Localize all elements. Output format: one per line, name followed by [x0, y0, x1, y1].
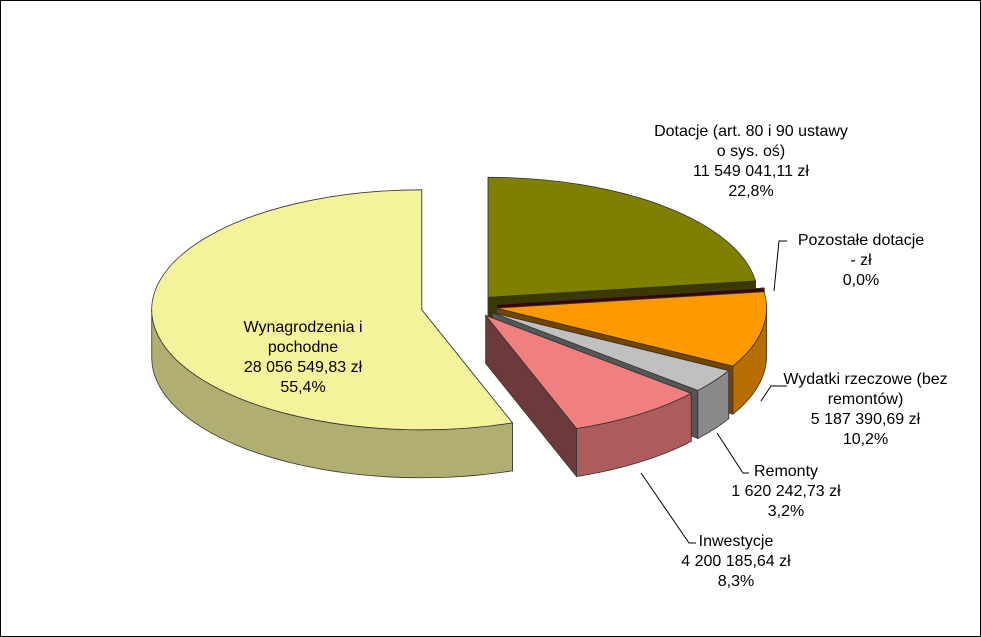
amount-label: 28 056 549,83 zł	[243, 359, 363, 376]
slice	[484, 314, 693, 429]
slice	[151, 189, 514, 431]
slice-label: Inwestycje 4 200 185,64 zł 8,3%	[666, 532, 806, 592]
value-label: 10,2%	[842, 431, 889, 448]
slice-label: Wynagrodzenia i pochodne 28 056 549,83 z…	[223, 318, 383, 398]
slice-label: Wydatki rzeczowe (bez remontów) 5 187 39…	[783, 370, 948, 450]
leader-line	[716, 432, 749, 474]
category-label: Remonty	[753, 463, 819, 480]
slice-label: Dotacje (art. 80 i 90 ustawy o sys. oś) …	[651, 122, 851, 202]
value-label: 22,8%	[728, 183, 774, 200]
value-label: 0,0%	[842, 272, 880, 289]
leader-line	[760, 385, 787, 402]
leader-line	[640, 472, 696, 544]
slice	[492, 312, 730, 391]
category-label: Dotacje (art. 80 i 90 ustawy o sys. oś)	[654, 123, 848, 160]
value-label: 8,3%	[717, 573, 755, 590]
value-label: 3,2%	[767, 503, 805, 520]
value-label: 55,4%	[280, 379, 326, 396]
amount-label: - zł	[850, 252, 872, 269]
slice	[487, 176, 757, 298]
slice-label: Pozostałe dotacje - zł 0,0%	[781, 231, 941, 291]
leader-line	[773, 240, 787, 292]
category-label: Pozostałe dotacje	[797, 232, 925, 249]
amount-label: 11 549 041,11 zł	[693, 163, 809, 180]
amount-label: 4 200 185,64 zł	[681, 553, 791, 570]
category-label: Wynagrodzenia i pochodne	[243, 319, 363, 356]
amount-label: 1 620 242,73 zł	[731, 483, 841, 500]
category-label: Inwestycje	[698, 533, 774, 550]
slice	[496, 291, 767, 367]
category-label: Wydatki rzeczowe (bez remontów)	[783, 371, 948, 408]
amount-label: 5 187 390,69 zł	[810, 411, 921, 428]
slice-label: Remonty 1 620 242,73 zł 3,2%	[716, 462, 856, 522]
